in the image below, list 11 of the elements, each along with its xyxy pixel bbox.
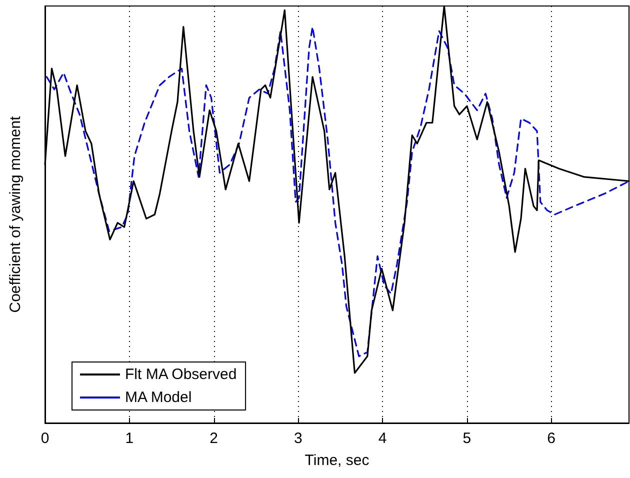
x-tick-label: 4 [378,430,387,447]
x-tick-label: 6 [547,430,556,447]
x-axis-title: Time, sec [304,452,370,469]
x-tick-label: 3 [294,430,302,447]
x-tick-label: 1 [125,430,134,447]
x-tick-label: 2 [210,430,218,447]
legend-label: Flt MA Observed [125,366,237,383]
x-tick-label: 0 [40,430,50,447]
y-axis-title: Coefficient of yawing moment [7,115,24,313]
x-tick-label: 5 [462,430,472,447]
legend-label: MA Model [125,389,192,406]
